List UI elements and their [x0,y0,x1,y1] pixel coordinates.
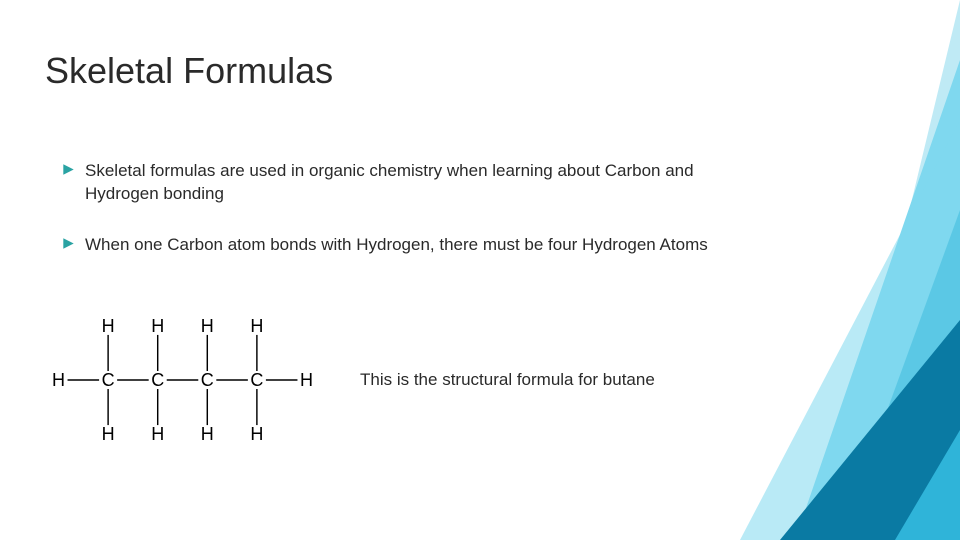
bullet-text: When one Carbon atom bonds with Hydrogen… [85,234,762,257]
svg-text:H: H [102,316,115,336]
bullet-text: Skeletal formulas are used in organic ch… [85,160,762,206]
arrow-right-icon [62,163,75,176]
svg-text:H: H [300,370,313,390]
svg-text:C: C [151,370,164,390]
decorative-triangles [740,0,960,540]
butane-structure-diagram: C C C C H H H H H H H H H H [45,295,320,465]
list-item: When one Carbon atom bonds with Hydrogen… [62,234,762,257]
svg-text:H: H [102,424,115,444]
svg-text:H: H [201,316,214,336]
svg-text:H: H [201,424,214,444]
page-title: Skeletal Formulas [45,50,333,92]
svg-text:H: H [151,316,164,336]
svg-text:C: C [102,370,115,390]
svg-text:H: H [250,424,263,444]
svg-text:C: C [250,370,263,390]
list-item: Skeletal formulas are used in organic ch… [62,160,762,206]
svg-text:H: H [151,424,164,444]
figure-caption: This is the structural formula for butan… [360,370,655,390]
svg-text:H: H [52,370,65,390]
svg-text:H: H [250,316,263,336]
figure-area: C C C C H H H H H H H H H H This is the structural fo… [45,295,655,465]
svg-text:C: C [201,370,214,390]
bullet-list: Skeletal formulas are used in organic ch… [62,160,762,285]
slide: Skeletal Formulas Skeletal formulas are … [0,0,960,540]
arrow-right-icon [62,237,75,250]
